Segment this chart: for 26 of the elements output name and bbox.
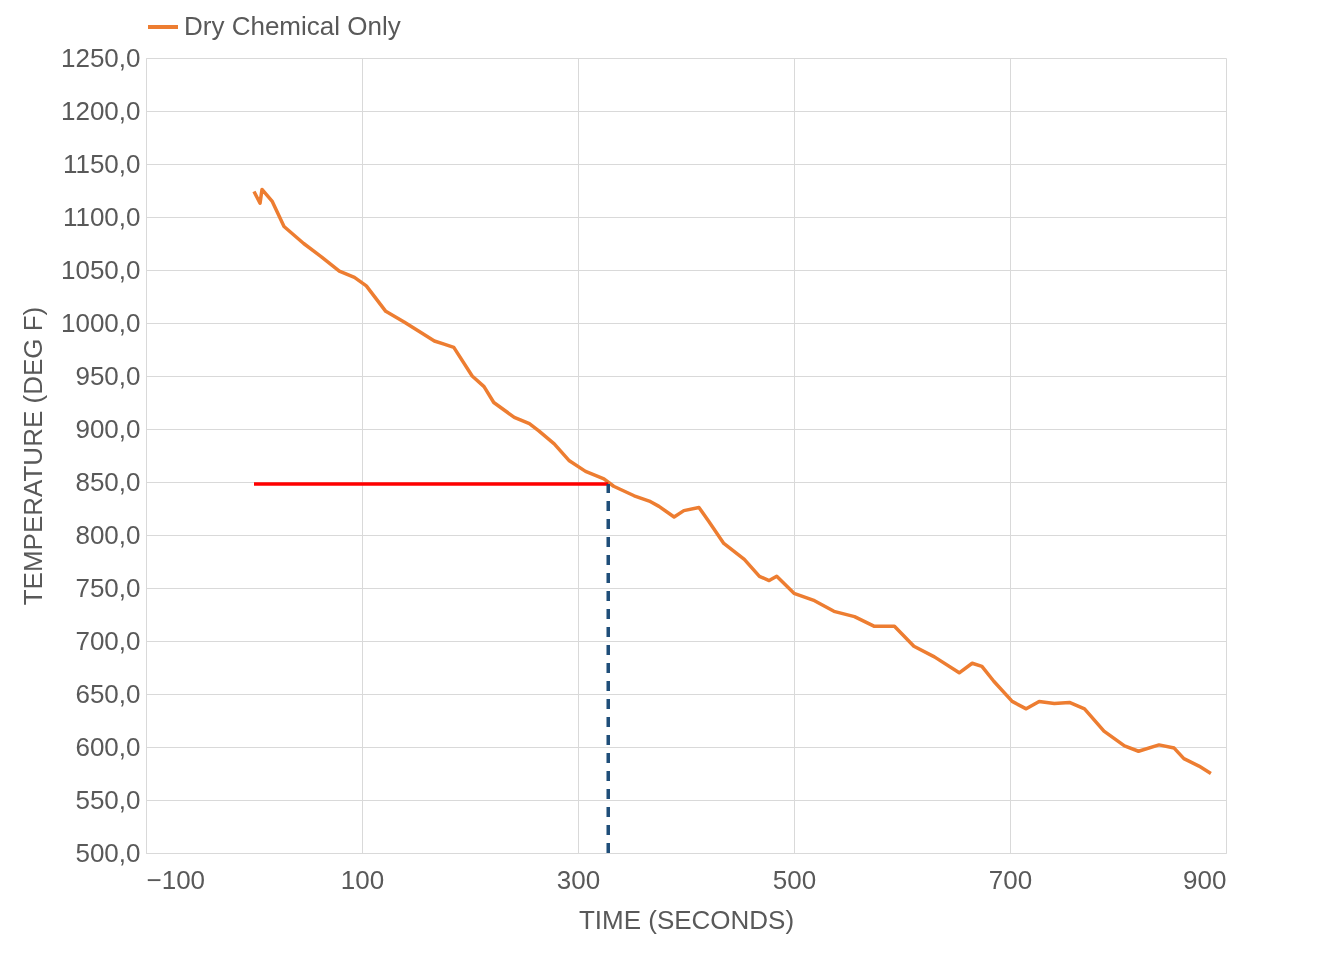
y-tick-label: 850,0 [75,466,141,497]
x-tick-label: −100 [146,864,206,895]
y-tick-label: 700,0 [75,625,141,656]
x-tick-label: 900 [1183,864,1227,895]
x-axis-title: TIME (SECONDS) [578,904,795,935]
y-tick-label: 650,0 [75,678,141,709]
y-tick-label: 1200,0 [60,95,141,126]
x-tick-label: 500 [772,864,817,895]
y-tick-label: 1150,0 [62,148,141,179]
y-tick-label: 500,0 [75,837,141,868]
y-tick-label: 600,0 [75,731,141,762]
y-tick-label: 800,0 [75,519,141,550]
line-series [252,187,1213,776]
y-tick-label: 1100,0 [62,201,141,232]
y-tick-label: 1250,0 [60,42,141,73]
x-tick-label: 100 [340,864,385,895]
y-tick-label: 900,0 [75,413,141,444]
x-tick-label: 700 [988,864,1033,895]
y-axis-title: TEMPERATURE (DEG F) [17,306,48,606]
y-tick-label: 750,0 [75,572,141,603]
y-tick-label: 1000,0 [60,307,141,338]
y-tick-label: 950,0 [75,360,141,391]
y-tick-label: 550,0 [75,784,141,815]
x-tick-label: 300 [556,864,601,895]
y-tick-label: 1050,0 [60,254,141,285]
legend-label: Dry Chemical Only [184,11,401,41]
